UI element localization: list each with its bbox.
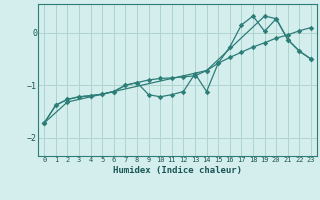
X-axis label: Humidex (Indice chaleur): Humidex (Indice chaleur) (113, 166, 242, 175)
